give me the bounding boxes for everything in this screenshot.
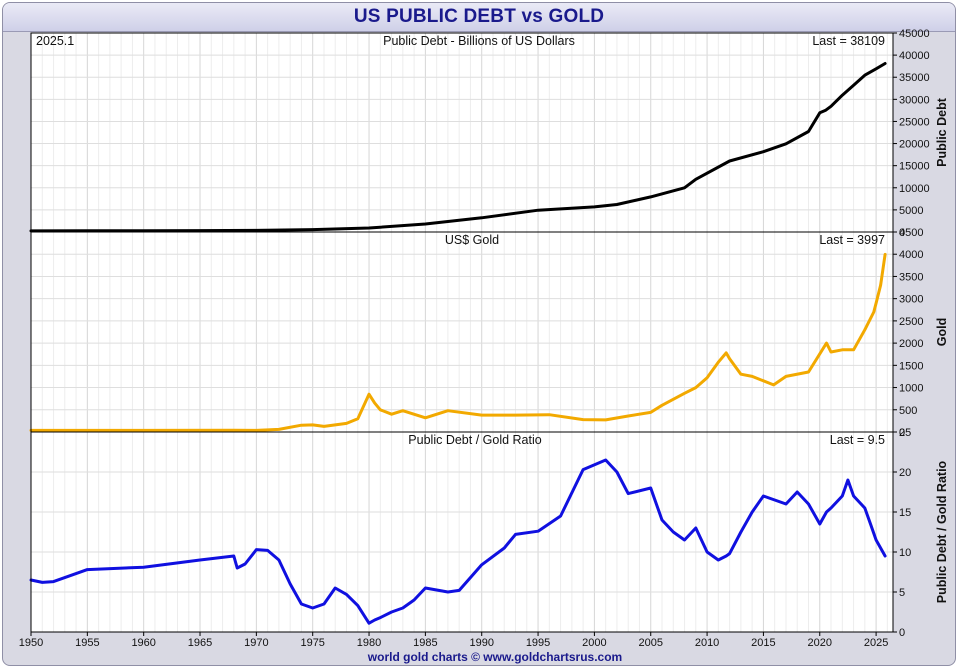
gold-series-line bbox=[29, 252, 887, 432]
ratio-ytick-label: 5 bbox=[899, 587, 905, 599]
xtick-label: 2025 bbox=[864, 637, 888, 649]
xtick-label: 1990 bbox=[469, 637, 493, 649]
xtick-label: 1995 bbox=[526, 637, 550, 649]
debt-corner-label: 2025.1 bbox=[36, 34, 74, 48]
gold-panel-title: US$ Gold bbox=[445, 233, 499, 247]
debt-ytick-label: 40000 bbox=[899, 50, 930, 62]
ratio-ytick-label: 20 bbox=[899, 467, 911, 479]
ratio-panel-title: Public Debt / Gold Ratio bbox=[408, 433, 541, 447]
debt-ytick-label: 20000 bbox=[899, 139, 930, 151]
debt-ytick-label: 30000 bbox=[899, 94, 930, 106]
xtick-label: 1965 bbox=[188, 637, 212, 649]
gold-ytick-label: 3000 bbox=[899, 294, 923, 306]
gold-ytick-label: 2500 bbox=[899, 316, 923, 328]
gold-ytick-label: 1000 bbox=[899, 383, 923, 395]
debt-ytick-label: 5000 bbox=[899, 205, 923, 217]
ratio-ylabel: Public Debt / Gold Ratio bbox=[935, 460, 949, 603]
gold-ytick-label: 0 bbox=[899, 427, 905, 439]
xtick-label: 1975 bbox=[300, 637, 324, 649]
xtick-label: 1970 bbox=[244, 637, 268, 649]
debt-ytick-label: 0 bbox=[899, 227, 905, 239]
debt-ytick-label: 35000 bbox=[899, 72, 930, 84]
xtick-label: 1955 bbox=[75, 637, 99, 649]
chart-title: US PUBLIC DEBT vs GOLD bbox=[353, 6, 605, 27]
xtick-label: 2000 bbox=[582, 637, 606, 649]
xtick-label: 1985 bbox=[413, 637, 437, 649]
title-bar: US PUBLIC DEBT vs GOLD bbox=[3, 3, 955, 32]
gold-ytick-label: 4500 bbox=[899, 227, 923, 239]
plot-border bbox=[30, 32, 894, 633]
debt-ytick-label: 10000 bbox=[899, 183, 930, 195]
ratio-series-line bbox=[29, 458, 887, 625]
gold-ytick-label: 1500 bbox=[899, 360, 923, 372]
gold-ylabel: Gold bbox=[935, 318, 949, 346]
debt-ylabel: Public Debt bbox=[935, 97, 949, 167]
gold-panel: 0 500 1000 1500 2000 2500 3000 3500 4000 4500 US$ … bbox=[29, 227, 949, 439]
ratio-ytick-label: 0 bbox=[899, 627, 905, 639]
debt-series-line bbox=[29, 62, 887, 233]
xtick-label: 1950 bbox=[19, 637, 43, 649]
ratio-ytick-label: 10 bbox=[899, 547, 911, 559]
ratio-last-label: Last = 9.5 bbox=[830, 433, 885, 447]
xtick-label: 2020 bbox=[808, 637, 832, 649]
xtick-label: 2005 bbox=[638, 637, 662, 649]
debt-ytick-label: 45000 bbox=[899, 28, 930, 40]
gold-ytick-label: 4000 bbox=[899, 249, 923, 261]
xtick-label: 1960 bbox=[131, 637, 155, 649]
debt-last-label: Last = 38109 bbox=[812, 34, 885, 48]
xtick-label: 2015 bbox=[751, 637, 775, 649]
gold-last-label: Last = 3997 bbox=[819, 233, 885, 247]
xtick-label: 2010 bbox=[695, 637, 719, 649]
ratio-ytick-label: 25 bbox=[899, 427, 911, 439]
gold-ytick-label: 3500 bbox=[899, 271, 923, 283]
debt-ytick-label: 15000 bbox=[899, 161, 930, 173]
ratio-ytick-label: 15 bbox=[899, 507, 911, 519]
gold-ytick-label: 2000 bbox=[899, 338, 923, 350]
debt-panel-title: Public Debt - Billions of US Dollars bbox=[383, 34, 575, 48]
xtick-label: 1980 bbox=[357, 637, 381, 649]
gold-ytick-label: 500 bbox=[899, 405, 917, 417]
footer-credit: world gold charts © www.goldchartsrus.co… bbox=[367, 650, 623, 664]
debt-ytick-label: 25000 bbox=[899, 116, 930, 128]
